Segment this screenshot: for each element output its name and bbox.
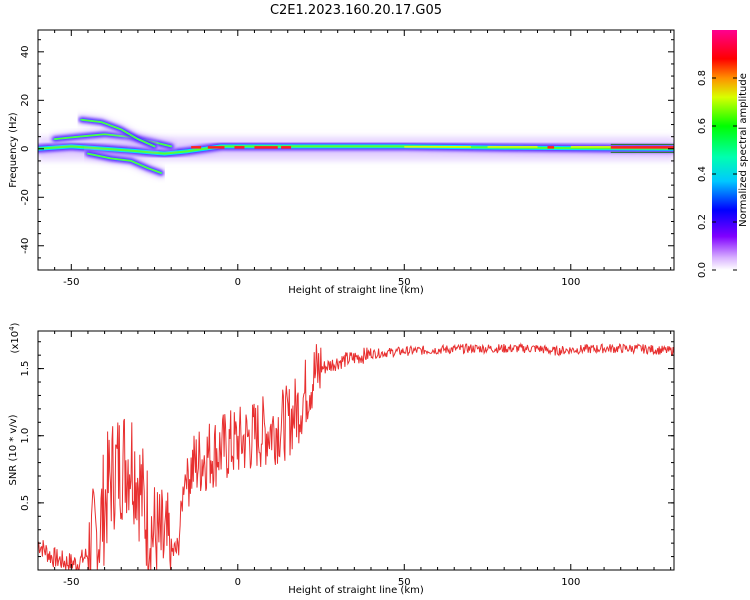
top-ytick-label: -40 xyxy=(20,238,31,254)
bot-xtick-label: 100 xyxy=(561,577,580,588)
colorbar-tick-label: 0.4 xyxy=(697,166,708,182)
figure-title: C2E1.2023.160.20.17.G05 xyxy=(270,3,442,18)
spectrogram-frame xyxy=(37,29,675,271)
snr-scale-label: (x104) xyxy=(8,322,21,353)
top-ytick-label: 40 xyxy=(20,45,31,58)
spectral-trace-2 xyxy=(80,118,156,148)
top-ytick-label: 0 xyxy=(20,146,31,152)
bot-ytick-label: 1.5 xyxy=(20,361,31,377)
top-xtick-label: 0 xyxy=(235,277,241,288)
colorbar-gradient xyxy=(712,30,737,270)
bot-xtick-label: 50 xyxy=(398,577,411,588)
top-xtick-label: 50 xyxy=(398,277,411,288)
spectrogram-panel: -50 0 50 100 -40 -20 0 20 40 Height of straight … xyxy=(8,29,675,296)
bot-xtick-label: 0 xyxy=(235,577,241,588)
bot-xtick-label: -50 xyxy=(63,577,79,588)
colorbar-tick-label: 0.0 xyxy=(697,262,708,278)
colorbar-label: Normalized spectral amplitude xyxy=(738,73,749,227)
top-xtick-label: -50 xyxy=(63,277,79,288)
top-xtick-label: 100 xyxy=(561,277,580,288)
colorbar: 0.0 0.2 0.4 0.6 0.8 Normalized spectral ampl… xyxy=(697,30,749,278)
colorbar-tick-label: 0.6 xyxy=(697,118,708,134)
snr-xlabel: Height of straight line (km) xyxy=(288,585,424,596)
snr-panel: -50 0 50 100 0.5 1.0 1.5 Height of straight li… xyxy=(8,322,675,596)
bot-ytick-label: 1.0 xyxy=(20,428,31,444)
spectrogram-ylabel: Frequency (Hz) xyxy=(8,112,19,188)
snr-ylabel: SNR (10 * v/v) xyxy=(8,414,19,485)
colorbar-tick-label: 0.8 xyxy=(697,70,708,86)
top-ytick-label: -20 xyxy=(20,189,31,205)
top-ytick-label: 20 xyxy=(20,94,31,107)
bot-ytick-label: 0.5 xyxy=(20,495,31,511)
colorbar-tick-label: 0.2 xyxy=(697,214,708,230)
spectrogram-xlabel: Height of straight line (km) xyxy=(288,285,424,296)
spectral-trace-3 xyxy=(87,152,162,174)
snr-frame xyxy=(37,330,675,571)
snr-series-line xyxy=(38,342,674,570)
